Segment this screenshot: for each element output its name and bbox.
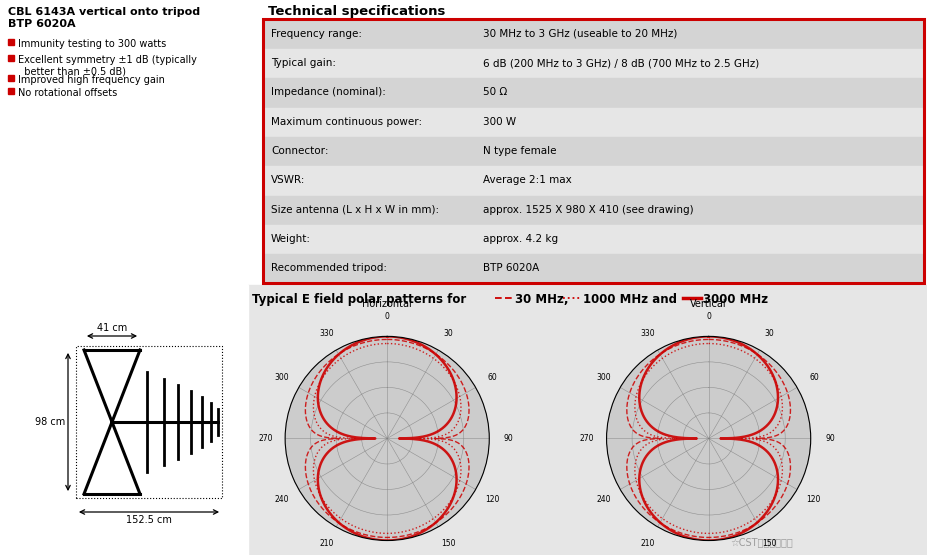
Bar [8, 75, 14, 81]
Text: 30 MHz to 3 GHz (useable to 20 MHz): 30 MHz to 3 GHz (useable to 20 MHz) [482, 29, 677, 39]
Bar [264, 78, 921, 107]
Text: Typical gain:: Typical gain: [271, 58, 336, 68]
Bar [8, 39, 14, 45]
Bar [264, 108, 921, 136]
Text: Average 2:1 max: Average 2:1 max [482, 175, 571, 185]
Bar [0, 285, 248, 555]
Text: 3000 MHz: 3000 MHz [703, 293, 768, 306]
Text: approx. 1525 X 980 X 410 (see drawing): approx. 1525 X 980 X 410 (see drawing) [482, 205, 692, 215]
Bar [8, 88, 14, 94]
Bar [264, 195, 921, 224]
Text: Size antenna (L x H x W in mm):: Size antenna (L x H x W in mm): [271, 205, 438, 215]
Title: Vertical: Vertical [690, 299, 726, 309]
Bar [264, 49, 921, 77]
Text: BTP 6020A: BTP 6020A [8, 19, 75, 29]
Text: Recommended tripod:: Recommended tripod: [271, 263, 387, 273]
Text: ☆CST俯真专家之路: ☆CST俯真专家之路 [730, 537, 792, 547]
Text: 30 MHz,: 30 MHz, [514, 293, 568, 306]
Title: Horizontal: Horizontal [362, 299, 412, 309]
Text: BTP 6020A: BTP 6020A [482, 263, 539, 273]
Bar [264, 166, 921, 194]
Text: 6 dB (200 MHz to 3 GHz) / 8 dB (700 MHz to 2.5 GHz): 6 dB (200 MHz to 3 GHz) / 8 dB (700 MHz … [482, 58, 758, 68]
Bar [264, 254, 921, 282]
Text: Immunity testing to 300 watts: Immunity testing to 300 watts [18, 39, 166, 49]
Text: 41 cm: 41 cm [96, 323, 127, 333]
Text: 50 Ω: 50 Ω [482, 87, 507, 97]
Text: Excellent symmetry ±1 dB (typically
  better than ±0.5 dB): Excellent symmetry ±1 dB (typically bett… [18, 55, 197, 77]
Bar [0, 0, 927, 285]
Text: Frequency range:: Frequency range: [271, 29, 362, 39]
Text: 152.5 cm: 152.5 cm [126, 515, 171, 525]
Text: Improved high frequency gain: Improved high frequency gain [18, 75, 165, 85]
Text: Technical specifications: Technical specifications [268, 5, 445, 18]
Bar [248, 285, 927, 555]
Text: Maximum continuous power:: Maximum continuous power: [271, 117, 422, 127]
Text: VSWR:: VSWR: [271, 175, 305, 185]
Text: No rotational offsets: No rotational offsets [18, 88, 117, 98]
Text: Typical E field polar patterns for: Typical E field polar patterns for [252, 293, 470, 306]
Text: 98 cm: 98 cm [34, 417, 65, 427]
Text: N type female: N type female [482, 146, 556, 156]
Text: Weight:: Weight: [271, 234, 311, 244]
Bar [264, 137, 921, 165]
Text: approx. 4.2 kg: approx. 4.2 kg [482, 234, 557, 244]
Text: Impedance (nominal):: Impedance (nominal): [271, 87, 386, 97]
Bar [264, 225, 921, 253]
Bar [264, 19, 921, 48]
Bar [262, 19, 923, 283]
Bar [8, 55, 14, 61]
Text: CBL 6143A vertical onto tripod: CBL 6143A vertical onto tripod [8, 7, 200, 17]
Bar [76, 346, 222, 498]
Text: 1000 MHz and: 1000 MHz and [582, 293, 677, 306]
Text: 300 W: 300 W [482, 117, 515, 127]
Bar [262, 19, 923, 283]
Text: Connector:: Connector: [271, 146, 328, 156]
